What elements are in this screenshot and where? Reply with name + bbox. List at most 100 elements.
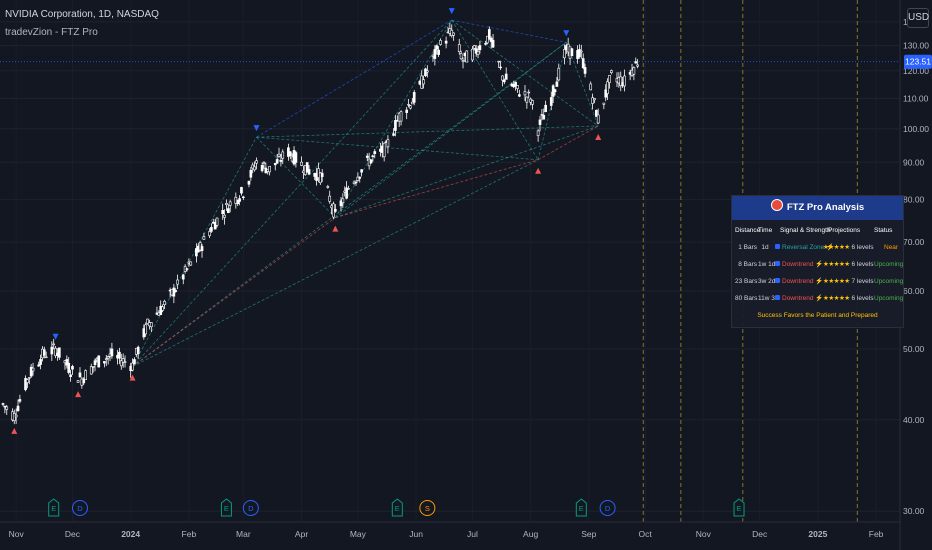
x-tick-label: Dec bbox=[752, 529, 768, 539]
candle-body bbox=[581, 58, 585, 68]
candle-body bbox=[260, 165, 264, 172]
candle-body bbox=[123, 361, 127, 363]
candle-body bbox=[328, 195, 332, 202]
y-tick-label: 120.00 bbox=[903, 66, 929, 76]
panel-row: 8 Bars 1w 1d Downtrend ⚡ ★★★★★ 6 levels … bbox=[732, 256, 903, 273]
candle-body bbox=[228, 201, 232, 206]
candle-body bbox=[386, 139, 390, 148]
candles bbox=[1, 23, 639, 425]
candle-body bbox=[262, 162, 266, 164]
x-tick-label: 2024 bbox=[121, 529, 140, 539]
candle-body bbox=[487, 29, 491, 40]
candle-body bbox=[210, 227, 213, 232]
candle-body bbox=[240, 187, 243, 194]
candle-body bbox=[523, 91, 527, 96]
candle-body bbox=[305, 162, 309, 173]
signal-icon bbox=[775, 244, 780, 249]
indicator-label[interactable]: tradevZion - FTZ Pro bbox=[5, 27, 98, 38]
candle-body bbox=[288, 151, 292, 157]
candle-body bbox=[18, 399, 22, 402]
candle-body bbox=[497, 60, 501, 63]
col-signal: Signal & Strength bbox=[780, 227, 831, 234]
time-axis: Nov Dec 2024 Feb Mar Apr May Jun Jul Aug Sep Oct Nov… bbox=[0, 521, 900, 539]
candle-body bbox=[131, 362, 134, 371]
target-icon bbox=[770, 199, 783, 211]
candle-body bbox=[189, 261, 193, 266]
candle-body bbox=[16, 405, 20, 411]
row-distance: 23 Bars bbox=[735, 278, 758, 285]
candle-body bbox=[471, 48, 474, 61]
candle-body bbox=[623, 75, 626, 87]
row-distance: 8 Bars bbox=[738, 261, 757, 268]
fan-line bbox=[256, 136, 539, 161]
candle-body bbox=[213, 221, 217, 230]
row-projection: ★★★★★ 6 levels bbox=[823, 295, 874, 302]
candle-body bbox=[433, 49, 437, 59]
candle-body bbox=[200, 246, 204, 252]
row-signal: Downtrend ⚡ bbox=[775, 273, 823, 290]
candle-body bbox=[405, 109, 409, 113]
candle-body bbox=[273, 163, 277, 166]
x-tick-label: Feb bbox=[182, 529, 197, 539]
candle-body bbox=[373, 151, 377, 154]
candle-body bbox=[76, 380, 80, 383]
candle-body bbox=[236, 200, 240, 205]
currency-button[interactable]: USD bbox=[907, 8, 929, 28]
candle-body bbox=[221, 210, 225, 214]
candle-body bbox=[439, 40, 442, 45]
candle-body bbox=[133, 359, 136, 365]
fan-line bbox=[451, 19, 599, 127]
event-badge-label: E bbox=[395, 504, 400, 513]
candle-body bbox=[334, 208, 337, 212]
candle-body bbox=[1, 403, 5, 405]
x-tick-label: Mar bbox=[236, 529, 251, 539]
candle-body bbox=[452, 32, 455, 36]
fan-line bbox=[256, 136, 336, 218]
candle-body bbox=[369, 159, 373, 164]
candle-body bbox=[360, 169, 363, 173]
candle-body bbox=[392, 133, 395, 136]
candle-body bbox=[555, 81, 559, 87]
candle-body bbox=[208, 231, 211, 237]
swing-markers bbox=[11, 8, 602, 434]
candle-body bbox=[579, 50, 583, 53]
candle-body bbox=[144, 324, 148, 335]
candle-body bbox=[437, 49, 440, 55]
candle-body bbox=[345, 187, 348, 199]
row-status: Upcoming bbox=[874, 261, 904, 268]
signal-icon bbox=[775, 295, 780, 300]
event-badge-label: S bbox=[425, 504, 430, 513]
candle-body bbox=[563, 49, 566, 59]
candle-body bbox=[525, 96, 529, 103]
x-tick-label: 2025 bbox=[808, 529, 827, 539]
candle-body bbox=[538, 119, 542, 125]
candle-body bbox=[26, 379, 29, 383]
support-line bbox=[537, 125, 599, 161]
candle-body bbox=[185, 268, 189, 270]
row-signal: Downtrend ⚡ bbox=[775, 256, 823, 273]
event-badge-label: D bbox=[605, 504, 611, 513]
candle-body bbox=[27, 377, 31, 379]
candle-body bbox=[307, 169, 311, 175]
fan-line bbox=[256, 125, 599, 138]
row-projection: ★★★★★ 7 levels bbox=[823, 278, 874, 285]
candle-body bbox=[121, 358, 125, 363]
candle-body bbox=[444, 40, 448, 44]
y-tick-label: 70.00 bbox=[903, 237, 925, 247]
candle-body bbox=[476, 51, 480, 55]
y-tick-label: 80.00 bbox=[903, 195, 925, 205]
chart-title: NVIDIA Corporation, 1D, NASDAQ bbox=[5, 9, 159, 20]
candle-body bbox=[14, 414, 18, 418]
candle-body bbox=[82, 378, 86, 384]
candle-body bbox=[255, 160, 258, 164]
bottom-marker-icon bbox=[11, 427, 18, 434]
candle-body bbox=[253, 166, 256, 171]
fan-line bbox=[132, 19, 453, 367]
chart-grid bbox=[0, 21, 900, 512]
candle-body bbox=[394, 120, 397, 131]
bottom-marker-icon bbox=[75, 391, 82, 398]
fan-line bbox=[335, 125, 599, 219]
candle-body bbox=[486, 35, 489, 44]
price-axis: 30.00 40.00 50.00 60.00 70.00 80.00 90.00 100.0… bbox=[899, 0, 932, 550]
